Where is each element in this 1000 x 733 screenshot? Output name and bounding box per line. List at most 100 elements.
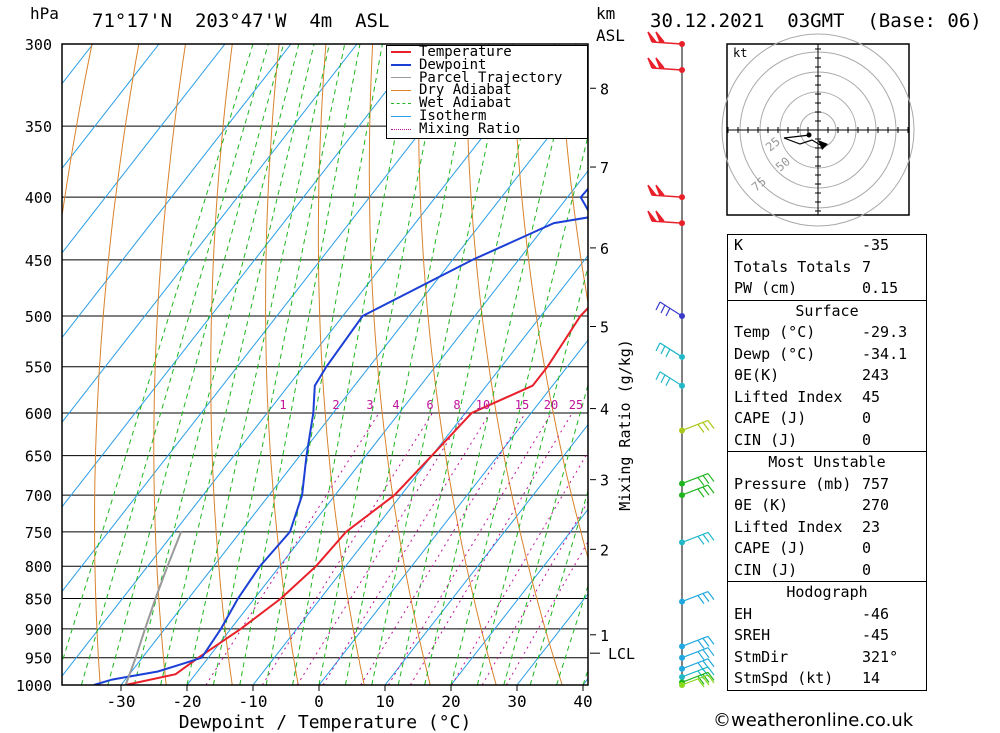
x-tick-label: -30 bbox=[107, 692, 136, 711]
index-row: Lifted Index 23 bbox=[728, 517, 926, 539]
x-axis-label: Dewpoint / Temperature (°C) bbox=[179, 712, 472, 733]
legend-swatch bbox=[391, 51, 411, 54]
index-row: SREH -45 bbox=[728, 625, 926, 647]
x-tick-label: -20 bbox=[173, 692, 202, 711]
index-row: CAPE (J) 0 bbox=[728, 538, 926, 560]
wet-adiabat-line bbox=[424, 44, 577, 685]
lcl-label: LCL bbox=[608, 645, 635, 663]
pressure-tick-label: 350 bbox=[25, 118, 52, 136]
legend-label: Parcel Trajectory bbox=[419, 69, 563, 86]
legend-item: Dewpoint bbox=[387, 58, 587, 72]
index-label: PW (cm) bbox=[734, 279, 798, 297]
isotherm-line bbox=[62, 44, 556, 677]
x-tick-label: -10 bbox=[239, 692, 268, 711]
mixing-ratio-line bbox=[505, 540, 588, 685]
index-row: StmDir 321° bbox=[728, 647, 926, 669]
index-row: CIN (J) 0 bbox=[728, 430, 926, 452]
mixing-ratio-label: 6 bbox=[426, 398, 433, 412]
wind-barb bbox=[681, 666, 715, 680]
index-label: Pressure (mb) bbox=[734, 474, 852, 493]
wind-barb bbox=[655, 371, 683, 387]
wet-adiabat-line bbox=[186, 44, 330, 685]
wet-adiabat-line bbox=[239, 44, 361, 685]
hodograph-point bbox=[806, 132, 812, 138]
index-label: StmDir bbox=[734, 647, 789, 666]
pressure-tick-label: 1000 bbox=[16, 677, 52, 695]
index-row: CAPE (J) 0 bbox=[728, 408, 926, 430]
legend-item: Temperature bbox=[387, 44, 587, 60]
index-label: Temp (°C) bbox=[734, 323, 816, 341]
surface-title: Surface bbox=[728, 299, 926, 323]
index-value: 270 bbox=[862, 496, 890, 514]
index-value: -45 bbox=[862, 626, 890, 644]
wind-barb bbox=[681, 671, 715, 685]
wind-barb bbox=[681, 484, 715, 498]
most-unstable-title: Most Unstable bbox=[728, 451, 926, 474]
plot-frame bbox=[61, 43, 589, 686]
index-label: CIN (J) bbox=[734, 430, 798, 449]
pressure-tick-label: 600 bbox=[25, 405, 52, 423]
x-tick-label: 20 bbox=[441, 692, 460, 711]
x-tick-label: 0 bbox=[314, 692, 324, 711]
credit-footer[interactable]: ©weatheronline.co.uk bbox=[713, 710, 913, 731]
wind-barb bbox=[647, 184, 683, 198]
wet-adiabat-line bbox=[450, 134, 588, 685]
dry-adiabat-line bbox=[934, 44, 1000, 685]
chart-legend: Temperature Dewpoint Parcel Trajectory Dry … bbox=[386, 45, 588, 139]
hodograph-unit-label: kt bbox=[733, 46, 747, 60]
index-label: CAPE (J) bbox=[734, 409, 807, 427]
pressure-tick-label: 900 bbox=[25, 621, 52, 639]
index-label: Lifted Index bbox=[734, 387, 843, 406]
location-title: 71°17'N 203°47'W 4m ASL bbox=[92, 10, 390, 32]
dry-adiabat-line bbox=[981, 44, 1000, 685]
legend-item: Parcel Trajectory bbox=[387, 69, 587, 86]
index-row: θE (K) 270 bbox=[728, 495, 926, 517]
index-label: SREH bbox=[734, 626, 771, 644]
mixing-ratio-line bbox=[261, 412, 433, 685]
wet-adiabat-line bbox=[397, 44, 543, 685]
index-value: -29.3 bbox=[862, 323, 908, 341]
km-tick-label: 8 bbox=[600, 80, 609, 98]
wet-adiabat-line bbox=[265, 44, 383, 685]
legend-item: Mixing Ratio bbox=[387, 122, 587, 136]
isotherm-line bbox=[62, 44, 490, 593]
legend-swatch bbox=[391, 103, 411, 105]
index-value: 0 bbox=[862, 430, 872, 449]
mixing-ratio-label: 10 bbox=[476, 398, 490, 412]
km-tick-label: 4 bbox=[600, 401, 609, 419]
index-row: CIN (J) 0 bbox=[728, 560, 926, 582]
km-tick-label: 5 bbox=[600, 319, 609, 337]
wind-barb bbox=[655, 301, 683, 317]
legend-swatch bbox=[391, 90, 411, 92]
index-value: 0 bbox=[862, 560, 872, 579]
x-tick-label: 10 bbox=[375, 692, 394, 711]
legend-label: Temperature bbox=[419, 44, 512, 60]
isotherm-line bbox=[62, 44, 292, 339]
wet-adiabat-line bbox=[80, 44, 269, 685]
mixing-ratio-line bbox=[322, 412, 491, 685]
wet-adiabat-line bbox=[292, 44, 414, 685]
mixing-ratio-axis-label: Mixing Ratio (g/kg) bbox=[616, 339, 634, 511]
mixing-ratio-label: 1 bbox=[279, 398, 286, 412]
wet-adiabat-line bbox=[107, 44, 285, 685]
mixing-ratio-label: 2 bbox=[332, 398, 339, 412]
pressure-tick-label: 400 bbox=[25, 189, 52, 207]
pressure-tick-label: 750 bbox=[25, 524, 52, 542]
legend-swatch bbox=[391, 77, 411, 79]
index-row: Pressure (mb) 757 bbox=[728, 474, 926, 496]
index-value: 23 bbox=[862, 517, 881, 536]
pressure-tick-label: 700 bbox=[25, 487, 52, 505]
isotherm-line bbox=[384, 423, 588, 685]
wet-adiabat-line bbox=[133, 44, 300, 685]
index-value: 757 bbox=[862, 474, 890, 493]
mixing-ratio-label: 15 bbox=[515, 398, 529, 412]
dry-adiabat-line bbox=[210, 44, 233, 685]
km-tick-label: 1 bbox=[600, 627, 609, 645]
pressure-tick-label: 950 bbox=[25, 650, 52, 668]
mixing-ratio-line bbox=[481, 500, 588, 685]
index-value: -34.1 bbox=[862, 344, 908, 363]
isotherm-line bbox=[62, 44, 358, 423]
isotherm-line bbox=[252, 254, 588, 685]
index-row: Dewp (°C) -34.1 bbox=[728, 344, 926, 366]
